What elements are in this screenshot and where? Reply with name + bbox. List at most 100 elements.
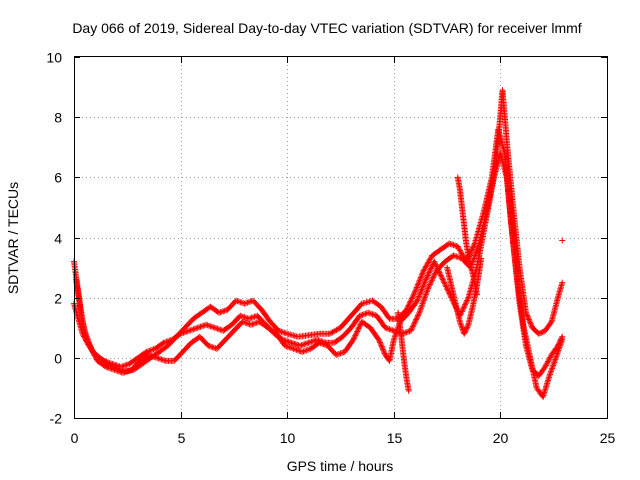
data-point: [147, 352, 154, 359]
data-point: [524, 312, 531, 319]
data-point: [285, 338, 292, 345]
data-point: [296, 347, 303, 354]
data-point: [415, 312, 422, 319]
data-point: [150, 346, 157, 353]
chart-title: Day 066 of 2019, Sidereal Day-to-day VTE…: [72, 20, 581, 36]
data-point: [411, 320, 418, 327]
data-point: [468, 247, 475, 254]
data-point: [428, 277, 435, 284]
data-point: [547, 320, 554, 327]
data-point: [249, 321, 256, 328]
data-point: [413, 316, 420, 323]
data-point: [117, 368, 124, 375]
data-point: [438, 273, 445, 280]
data-point: [309, 338, 316, 345]
data-point: [124, 368, 131, 375]
data-point: [151, 353, 158, 360]
y-tick-label: 10: [46, 50, 62, 66]
data-point: [557, 337, 564, 344]
data-point: [186, 327, 193, 334]
data-point: [424, 273, 431, 280]
data-point: [333, 351, 340, 358]
data-point: [299, 348, 306, 355]
data-point: [245, 315, 252, 322]
data-point: [242, 319, 249, 326]
data-point: [527, 319, 534, 326]
data-point: [442, 282, 449, 289]
data-point: [426, 268, 433, 275]
data-point: [432, 261, 439, 268]
data-point: [177, 330, 184, 337]
data-point: [205, 342, 212, 349]
data-point: [220, 308, 227, 315]
data-point: [288, 339, 295, 346]
data-point: [242, 300, 249, 307]
data-point: [198, 323, 205, 330]
data-point: [245, 299, 252, 306]
data-point: [546, 372, 553, 379]
data-point: [420, 282, 427, 289]
data-point: [149, 353, 156, 360]
data-point: [221, 307, 228, 314]
data-point: [441, 280, 448, 287]
data-point: [360, 311, 367, 318]
data-point: [546, 355, 553, 362]
data-point: [379, 344, 386, 351]
data-point: [457, 321, 464, 328]
data-point: [355, 325, 362, 332]
data-point: [405, 302, 412, 309]
data-point: [369, 311, 376, 318]
data-point: [234, 298, 241, 305]
data-point: [443, 284, 450, 291]
data-point: [161, 339, 168, 346]
data-point: [419, 270, 426, 277]
data-point: [187, 327, 194, 334]
x-tick-label: 20: [493, 430, 509, 446]
data-point: [90, 351, 97, 358]
data-point: [147, 347, 154, 354]
data-point: [556, 338, 563, 345]
data-point: [245, 320, 252, 327]
data-point: [101, 362, 108, 369]
data-point: [317, 340, 324, 347]
data-point: [196, 324, 203, 331]
data-point: [424, 285, 431, 292]
data-point: [537, 330, 544, 337]
plot-frame: [74, 56, 608, 419]
data-point: [194, 324, 201, 331]
data-point: [146, 347, 153, 354]
data-point: [416, 292, 423, 299]
data-point: [350, 336, 357, 343]
data-point: [321, 341, 328, 348]
data-point: [215, 309, 222, 316]
data-point: [449, 241, 456, 248]
data-point: [439, 276, 446, 283]
data-point: [291, 340, 298, 347]
data-point: [422, 276, 429, 283]
data-point: [302, 340, 309, 347]
data-point: [110, 361, 117, 368]
data-point: [391, 335, 398, 342]
data-point: [208, 343, 215, 350]
data-point: [299, 341, 306, 348]
data-point: [556, 340, 563, 347]
data-point: [422, 293, 429, 300]
data-point: [144, 348, 151, 355]
data-point: [167, 337, 174, 344]
data-point: [462, 300, 469, 307]
x-tick-label: 0: [71, 430, 79, 446]
data-point: [211, 324, 218, 331]
data-point: [110, 366, 117, 373]
data-point: [155, 355, 162, 362]
data-point: [375, 335, 382, 342]
data-point: [458, 323, 465, 330]
data-point: [287, 344, 294, 351]
data-point: [460, 304, 467, 311]
data-point: [434, 265, 441, 272]
data-point: [308, 338, 315, 345]
data-point: [93, 355, 100, 362]
data-point: [125, 361, 132, 368]
data-point: [427, 280, 434, 287]
data-point: [289, 340, 296, 347]
